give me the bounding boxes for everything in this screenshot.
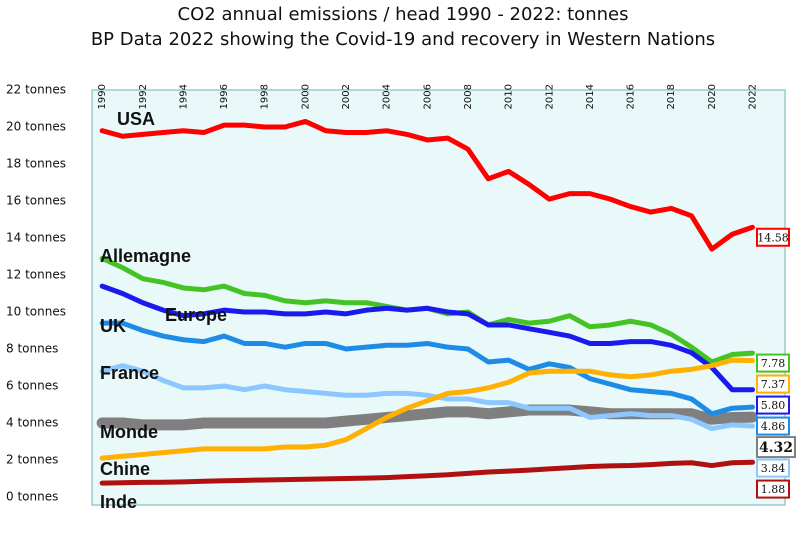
value-label-box [756,479,790,499]
value-label-box [756,458,790,478]
value-label: 14.58 [757,231,789,244]
y-tick-label: 22 tonnes [6,83,66,97]
x-tick-label: 1998 [260,84,271,109]
x-tick-label: 2010 [504,84,515,109]
chart-subtitle: BP Data 2022 showing the Covid-19 and re… [91,29,715,50]
value-label-box [756,374,790,394]
x-tick-label: 2002 [341,84,352,109]
y-tick-label: 0 tonnes [6,490,58,504]
series-line [99,459,755,486]
series-line [99,320,755,417]
x-tick-label: 2006 [422,84,433,109]
x-tick-label: 2000 [300,84,311,109]
series-name: USA [117,109,155,129]
value-label-box [756,353,790,373]
series-name: Allemagne [100,246,191,266]
series-line [99,118,755,252]
chart-title: CO2 annual emissions / head 1990 - 2022:… [178,4,629,25]
value-label: 3.84 [761,462,786,475]
value-label-box [756,436,796,459]
y-tick-label: 8 tonnes [6,342,58,356]
x-tick-label: 2014 [585,84,596,109]
y-tick-label: 12 tonnes [6,268,66,282]
series-name: Europe [165,305,227,325]
x-tick-label: 1990 [97,84,108,109]
y-tick-label: 10 tonnes [6,305,66,319]
series-name: Monde [100,422,158,442]
x-tick-label: 2012 [544,84,555,109]
x-tick-label: 1992 [138,84,149,109]
x-tick-label: 1996 [219,84,230,109]
y-tick-label: 2 tonnes [6,453,58,467]
x-tick-label: 2018 [666,84,677,109]
y-tick-label: 20 tonnes [6,120,66,134]
value-label: 1.88 [761,483,786,496]
y-tick-label: 14 tonnes [6,231,66,245]
x-tick-label: 2008 [463,84,474,109]
value-label: 5.80 [761,399,786,412]
y-tick-label: 4 tonnes [6,416,58,430]
series-name: France [100,363,159,383]
series-name: Chine [100,459,150,479]
value-label-box [756,227,790,247]
x-tick-label: 2004 [382,84,393,109]
y-tick-label: 16 tonnes [6,194,66,208]
series-name: UK [100,316,126,336]
series-line [99,283,755,393]
value-label: 7.78 [761,357,786,370]
series-name: Inde [100,492,137,512]
x-tick-label: 2022 [747,84,758,109]
value-label: 4.86 [761,420,786,433]
x-tick-label: 2020 [707,84,718,109]
value-label-box [756,395,790,415]
y-tick-label: 18 tonnes [6,157,66,171]
series-line [99,363,755,432]
value-label: 7.37 [761,378,786,391]
plot-area [91,89,786,506]
x-tick-label: 2016 [626,84,637,109]
y-tick-label: 6 tonnes [6,379,58,393]
value-label: 4.32 [759,440,793,456]
series-line [99,357,755,461]
value-label-box [756,416,790,436]
x-tick-label: 1994 [178,84,189,109]
